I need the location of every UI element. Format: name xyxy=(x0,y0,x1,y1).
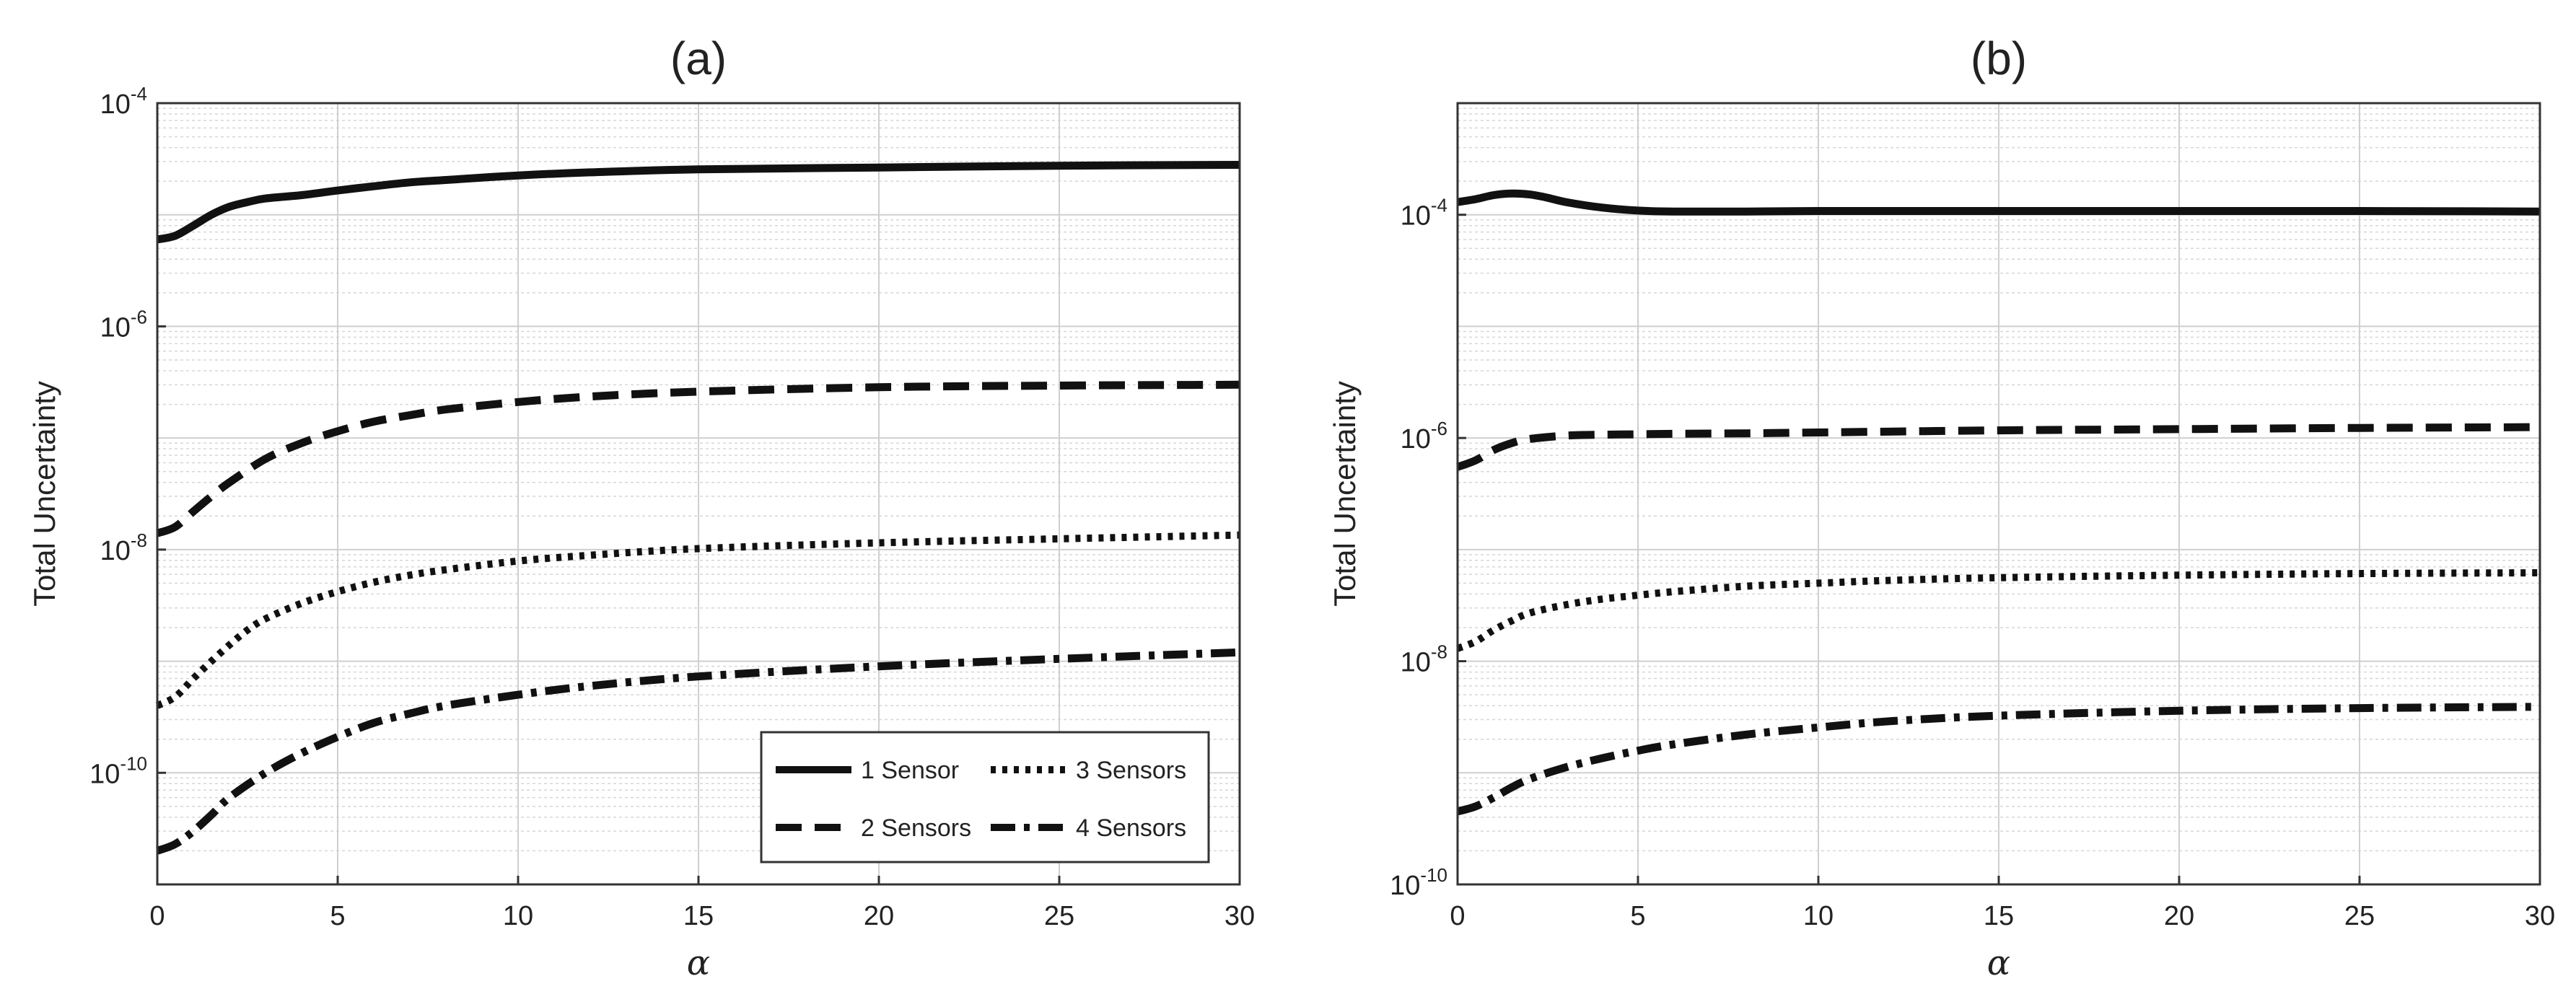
series-line-4-sensors xyxy=(1456,703,2541,816)
chart-panel-a: 0 5 10 15 20 25 30 10-4 10-6 10-8 10-10 (a) α Total U… xyxy=(27,32,1255,983)
legend-label: 3 Sensors xyxy=(1076,757,1186,784)
y-tick-label: 10-10 xyxy=(1390,864,1447,901)
y-tick-label: 10-6 xyxy=(1401,418,1447,454)
y-tick-label: 10-4 xyxy=(1401,195,1447,232)
x-tick-label: 30 xyxy=(1225,901,1255,931)
series-line-2-sensors xyxy=(156,380,1240,537)
x-tick-label: 25 xyxy=(2344,901,2375,931)
chart-title: (a) xyxy=(670,32,727,84)
legend: 1 Sensor 2 Sensors 3 Sensors 4 Sensors xyxy=(760,731,1210,863)
legend-label: 1 Sensor xyxy=(861,757,959,784)
y-axis-label: Total Uncertainty xyxy=(27,381,61,607)
y-tick-label: 10-10 xyxy=(89,752,147,789)
x-tick-label: 0 xyxy=(1450,901,1465,931)
series-line-2-sensors xyxy=(1456,423,2541,471)
series-line-1-sensor xyxy=(156,161,1240,244)
y-tick-label: 10-8 xyxy=(1401,641,1447,678)
x-tick-label: 30 xyxy=(2525,901,2555,931)
x-tick-label: 20 xyxy=(2164,901,2194,931)
legend-box xyxy=(760,731,1210,863)
chart-panel-b: 0 5 10 15 20 25 30 10-4 10-6 10-8 10-10 (b) α Total U… xyxy=(1328,32,2555,983)
x-tick-label: 10 xyxy=(503,901,533,931)
x-tick-label: 25 xyxy=(1044,901,1074,931)
x-tick-label: 15 xyxy=(683,901,714,931)
x-tick-label: 0 xyxy=(149,901,165,931)
legend-label: 4 Sensors xyxy=(1076,814,1186,842)
y-tick-label: 10-4 xyxy=(100,83,147,120)
x-tick-label: 10 xyxy=(1803,901,1834,931)
legend-label: 2 Sensors xyxy=(861,814,971,842)
y-axis-label: Total Uncertainty xyxy=(1328,381,1362,607)
chart-title: (b) xyxy=(1971,32,2027,84)
x-axis-label: α xyxy=(687,943,710,983)
x-axis-label: α xyxy=(1987,943,2010,983)
y-tick-label: 10-6 xyxy=(100,306,147,343)
series-line-4-sensors xyxy=(156,648,1240,855)
x-tick-label: 5 xyxy=(1630,901,1645,931)
x-tick-label: 5 xyxy=(330,901,345,931)
x-tick-label: 15 xyxy=(1984,901,2014,931)
series-line-3-sensors xyxy=(1456,569,2541,652)
series-line-1-sensor xyxy=(1457,189,2541,216)
x-tick-label: 20 xyxy=(864,901,894,931)
y-tick-label: 10-8 xyxy=(100,529,147,566)
